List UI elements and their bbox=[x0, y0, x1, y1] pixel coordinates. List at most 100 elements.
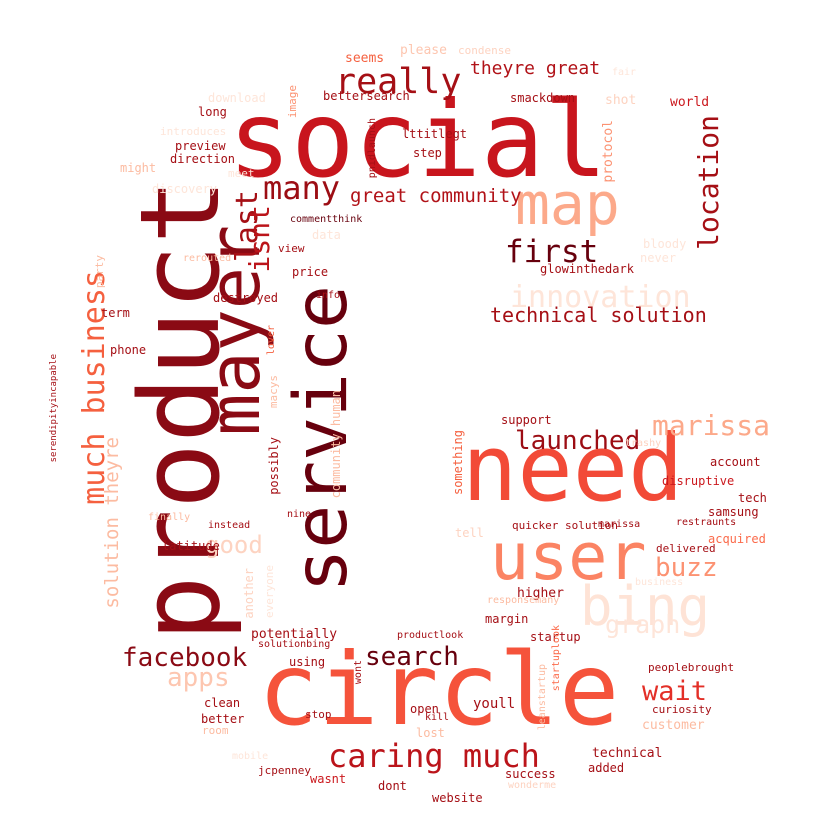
word-solution-theyre: solution theyre bbox=[101, 437, 123, 609]
word-kill: kill bbox=[425, 712, 450, 723]
word-service: service bbox=[279, 285, 364, 593]
word-buzz: buzz bbox=[655, 553, 718, 583]
word-disruptive: disruptive bbox=[662, 474, 735, 488]
word-peoplebrought: peoplebrought bbox=[648, 661, 735, 674]
word-higher: higher bbox=[517, 586, 564, 601]
word-fair: fair bbox=[612, 67, 637, 78]
word-introduces: introduces bbox=[160, 125, 227, 138]
word-long: long bbox=[198, 105, 227, 119]
word-destroyed: destroyed bbox=[213, 291, 279, 305]
word-search: search bbox=[365, 642, 459, 672]
word-leanstartup: leanstartup bbox=[537, 664, 548, 731]
word-bloody: bloody bbox=[643, 237, 687, 251]
word-productlook: productlook bbox=[397, 630, 464, 641]
word-serendipityincapable: serendipityincapable bbox=[49, 354, 59, 463]
word-really: really bbox=[335, 62, 462, 102]
word-curiosity: curiosity bbox=[652, 703, 712, 716]
word-circle: circle bbox=[258, 631, 620, 748]
word-seems: seems bbox=[345, 51, 385, 66]
word-another: another bbox=[242, 568, 256, 619]
word-marissa: marissa bbox=[598, 519, 641, 530]
word-trashy: trashy bbox=[625, 438, 662, 449]
word-please: please bbox=[400, 43, 447, 58]
word-samsung: samsung bbox=[708, 505, 759, 519]
word-lost: lost bbox=[416, 726, 445, 740]
word-jcpenney: jcpenney bbox=[258, 764, 311, 777]
word-quicker-solution: quicker solution bbox=[512, 519, 618, 532]
word-caring-much: caring much bbox=[328, 737, 540, 775]
word-glowinthedark: glowinthedark bbox=[540, 262, 634, 276]
word-technical-solution: technical solution bbox=[490, 303, 707, 327]
word-facebook: facebook bbox=[122, 643, 248, 673]
word-startuplook: startuplook bbox=[551, 625, 562, 692]
word-info: info bbox=[316, 290, 341, 301]
word-better: better bbox=[201, 712, 245, 726]
word-margin: margin bbox=[485, 612, 529, 626]
word-everyone: everyone bbox=[263, 565, 276, 618]
word-location: location bbox=[692, 115, 725, 250]
word-launched: launched bbox=[515, 426, 641, 456]
word-macys: macys bbox=[267, 375, 280, 409]
word-need: need bbox=[462, 415, 684, 522]
word-solutionbing: solutionbing bbox=[258, 639, 331, 650]
word-discovery: discovery bbox=[152, 182, 218, 196]
word-support: support bbox=[501, 413, 552, 427]
word-customer: customer bbox=[642, 718, 705, 733]
word-never: never bbox=[640, 251, 677, 265]
word-restraunts: restraunts bbox=[676, 517, 737, 528]
word-tell: tell bbox=[455, 526, 484, 540]
word-image: image bbox=[286, 85, 299, 119]
word-delivered: delivered bbox=[656, 542, 716, 555]
word-condense: condense bbox=[458, 44, 511, 57]
word-account: account bbox=[710, 455, 761, 469]
word-map: map bbox=[515, 170, 620, 238]
word-great-community: great community bbox=[350, 185, 522, 207]
word-responsemany: responsemany bbox=[487, 595, 560, 606]
word-stop: stop bbox=[305, 708, 332, 721]
word-commentthink: commentthink bbox=[290, 214, 363, 225]
word-phone: phone bbox=[110, 343, 147, 357]
word-protocol: protocol bbox=[601, 120, 616, 183]
word-social: social bbox=[228, 79, 608, 201]
word-youll: youll bbox=[473, 696, 516, 712]
word-clean: clean bbox=[204, 696, 241, 710]
word-dont: dont bbox=[378, 779, 407, 793]
word-tech: tech bbox=[738, 491, 767, 505]
word-smackdown: smackdown bbox=[510, 91, 576, 105]
word-view: view bbox=[278, 242, 305, 255]
word-instead: instead bbox=[208, 520, 251, 531]
word-direction: direction bbox=[170, 152, 236, 166]
word-website: website bbox=[432, 791, 483, 805]
word-community-human: community human bbox=[329, 390, 343, 499]
word-graph: graph bbox=[605, 610, 681, 639]
word-mobile: mobile bbox=[232, 751, 269, 762]
word-apps: apps bbox=[167, 663, 230, 693]
word-marissa: marissa bbox=[652, 409, 771, 442]
word-startup: startup bbox=[530, 630, 581, 644]
word-open: open bbox=[410, 702, 439, 716]
word-added: added bbox=[588, 761, 625, 775]
word-theyre-great: theyre great bbox=[470, 58, 601, 79]
word-latitude: latitude bbox=[162, 539, 220, 553]
word-world: world bbox=[670, 95, 710, 110]
word-price: price bbox=[292, 265, 329, 279]
word-might: might bbox=[120, 161, 157, 175]
word-shot: shot bbox=[605, 93, 637, 108]
word-finally: finally bbox=[148, 512, 191, 523]
word-room: room bbox=[202, 724, 229, 737]
word-preview: preview bbox=[175, 139, 226, 153]
word-lover: lover bbox=[266, 325, 277, 356]
word-step: step bbox=[413, 146, 442, 160]
word-wont: wont bbox=[353, 660, 364, 685]
word-acquired: acquired bbox=[708, 532, 766, 546]
word-lttitlegt: lttitlegt bbox=[402, 127, 468, 141]
word-good: good bbox=[205, 531, 263, 559]
word-pnidlaunch: pnidlaunch bbox=[367, 118, 378, 179]
word-download: download bbox=[208, 91, 266, 105]
word-first: first bbox=[505, 234, 599, 270]
word-data: data bbox=[312, 228, 341, 242]
word-using: using bbox=[289, 655, 326, 669]
word-bing: bing bbox=[580, 575, 711, 638]
word-nine: nine bbox=[287, 509, 312, 520]
